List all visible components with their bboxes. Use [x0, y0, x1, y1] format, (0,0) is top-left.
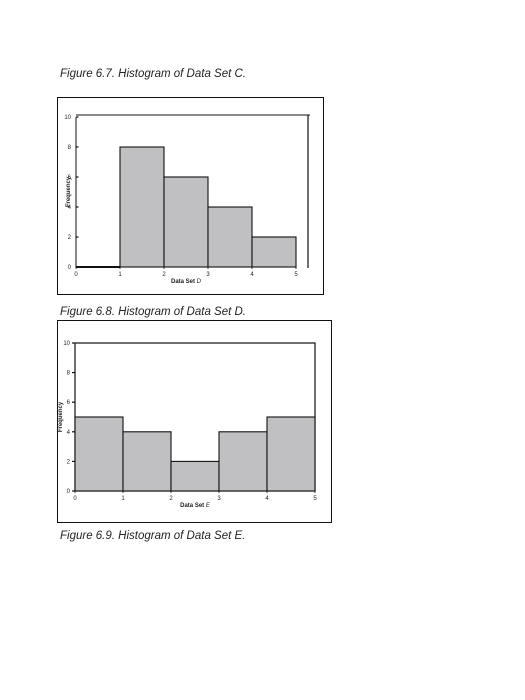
y-tick-label-6: 6	[67, 400, 71, 406]
x-tick-label-1: 1	[118, 272, 122, 278]
histogram-data-set-d-frame: 0 2 4 6 8 10 0 1 2 3 4 5 Data Set D Frequency	[57, 97, 324, 295]
figure-caption-6-9: Figure 6.9. Histogram of Data Set E.	[60, 530, 246, 542]
y-tick-label-0: 0	[67, 489, 71, 495]
x-tick-label-2: 2	[169, 496, 173, 502]
histogram-bar-4	[207, 206, 253, 268]
y-tick-label-6: 6	[68, 175, 72, 181]
x-tick-label-5: 5	[313, 496, 317, 502]
y-axis-title: Frequency	[66, 176, 72, 207]
x-tick-label-4: 4	[250, 272, 254, 278]
y-axis-title: Frequency	[58, 401, 64, 432]
histogram-bar-2	[119, 146, 165, 268]
y-tick-label-10: 10	[63, 341, 70, 347]
x-tick-label-1: 1	[121, 496, 125, 502]
x-axis-title: Data Set E	[180, 503, 211, 509]
y-tick-label-2: 2	[68, 235, 72, 241]
histogram-data-set-e-frame: 0 2 4 6 8 10 0 1 2 3 4 5 Data Set E Frequency	[57, 320, 332, 523]
histogram-bar-4	[218, 431, 268, 492]
histogram-bar-5	[251, 236, 297, 268]
x-axis-title-main: Data Set	[171, 279, 195, 285]
x-tick-label-4: 4	[265, 496, 269, 502]
x-axis-title-variable: D	[197, 279, 202, 285]
y-tick-label-4: 4	[67, 430, 71, 436]
histogram-bar-5	[266, 416, 316, 492]
x-tick-label-2: 2	[162, 272, 166, 278]
histogram-bar-1	[74, 416, 124, 492]
x-tick-label-3: 3	[206, 272, 210, 278]
x-axis-title-main: Data Set	[180, 503, 204, 509]
x-axis-title: Data Set D	[171, 279, 202, 285]
y-tick-label-10: 10	[64, 115, 71, 121]
x-tick-label-0: 0	[74, 272, 78, 278]
x-axis-title-variable: E	[206, 503, 211, 509]
x-tick-label-0: 0	[73, 496, 77, 502]
y-tick-label-2: 2	[67, 459, 71, 465]
figure-caption-6-8: Figure 6.8. Histogram of Data Set D.	[60, 306, 246, 318]
x-tick-label-5: 5	[294, 272, 298, 278]
histogram-bar-3	[163, 176, 209, 268]
histogram-bar-3	[170, 460, 220, 492]
y-tick-label-8: 8	[68, 145, 72, 151]
histogram-data-set-e: 0 2 4 6 8 10 0 1 2 3 4 5 Data Set E Frequency	[58, 341, 317, 509]
y-tick-label-8: 8	[67, 371, 71, 377]
histogram-data-set-d: 0 2 4 6 8 10 0 1 2 3 4 5 Data Set D Frequency	[64, 114, 310, 285]
y-tick-label-0: 0	[68, 265, 72, 271]
y-tick-label-4: 4	[68, 205, 72, 211]
figure-caption-6-7: Figure 6.7. Histogram of Data Set C.	[60, 68, 246, 80]
x-tick-label-3: 3	[217, 496, 221, 502]
histogram-bar-2	[122, 431, 172, 492]
